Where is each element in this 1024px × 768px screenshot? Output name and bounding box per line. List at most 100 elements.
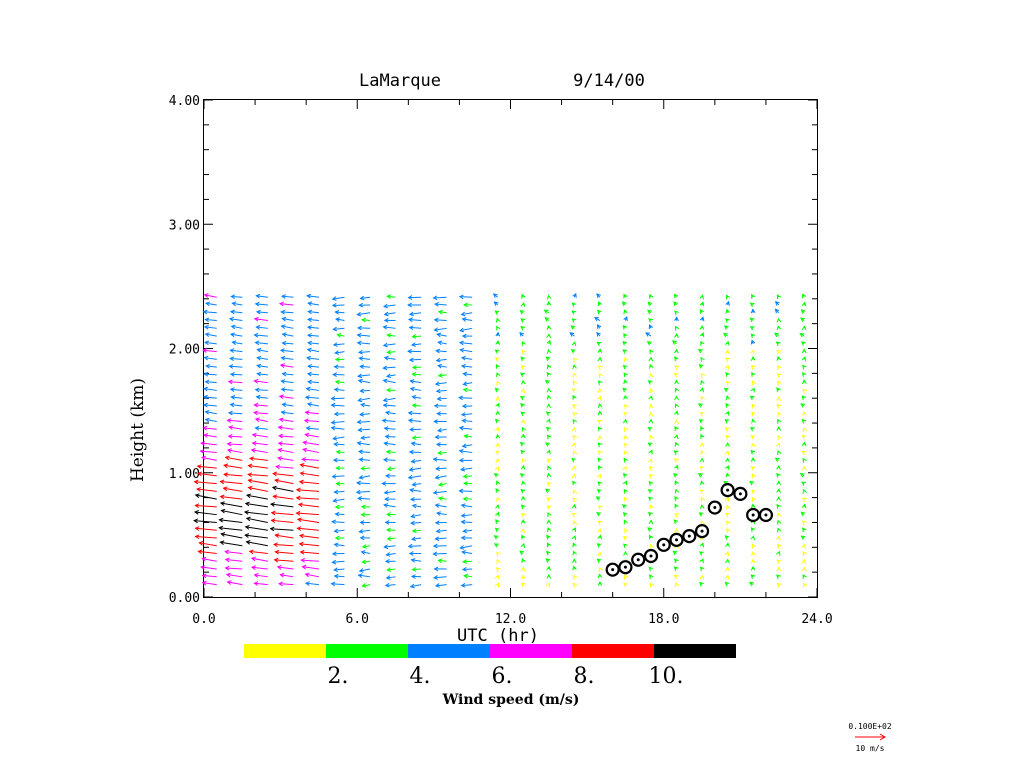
- wind-vector: [333, 436, 345, 440]
- wind-vector-head: [699, 466, 705, 471]
- wind-vector: [409, 451, 422, 454]
- wind-vector: [202, 558, 217, 562]
- wind-vector: [256, 295, 268, 298]
- wind-vector: [438, 341, 447, 345]
- wind-vector-head: [305, 386, 311, 392]
- wind-vector-head: [700, 450, 705, 456]
- wind-vector-head: [436, 332, 442, 338]
- wind-vector-head: [280, 410, 286, 415]
- wind-vector: [277, 566, 294, 570]
- wind-vector-head: [254, 417, 260, 423]
- wind-vector-head: [802, 488, 807, 494]
- wind-vector-head: [546, 418, 551, 424]
- wind-vector-head: [333, 567, 338, 573]
- wind-vector: [333, 343, 345, 346]
- wind-vector: [281, 357, 294, 360]
- wind-vector-head: [800, 535, 806, 540]
- wind-vector-head: [331, 296, 337, 301]
- wind-vector: [307, 403, 320, 407]
- wind-vector: [248, 479, 268, 485]
- wind-vector-head: [306, 333, 312, 338]
- wind-vector-head: [674, 426, 679, 431]
- wind-vector-head: [227, 434, 233, 439]
- wind-vector-head: [674, 379, 679, 385]
- wind-vector-head: [774, 457, 780, 463]
- wind-vector-head: [411, 372, 417, 377]
- wind-vector-head: [434, 434, 440, 440]
- wind-vector-head: [306, 371, 312, 377]
- wind-vector: [412, 529, 422, 532]
- wind-vector-head: [334, 357, 340, 362]
- wind-vector-head: [776, 535, 781, 541]
- wind-vector-head: [333, 441, 339, 447]
- wind-vector: [361, 403, 371, 407]
- wind-vector-head: [495, 340, 501, 345]
- wind-vector-head: [407, 410, 413, 416]
- wind-vector-head: [647, 309, 652, 315]
- wind-vector-head: [335, 449, 341, 455]
- wind-vector-head: [244, 525, 250, 530]
- reference-arrow-head: [879, 733, 886, 741]
- wind-vector-head: [383, 503, 389, 508]
- wind-vector-head: [673, 519, 679, 525]
- wind-vector: [230, 388, 243, 391]
- wind-vector-head: [777, 519, 782, 525]
- wind-vector-head: [202, 309, 208, 315]
- wind-vector-head: [750, 442, 756, 448]
- wind-vector-head: [673, 575, 679, 580]
- wind-vector-head: [295, 510, 301, 516]
- wind-vector-head: [458, 340, 464, 346]
- wind-vector: [300, 551, 319, 555]
- wind-vector: [305, 582, 319, 586]
- wind-vector-head: [495, 488, 500, 493]
- wind-vector-head: [699, 387, 705, 393]
- wind-vector: [297, 518, 320, 523]
- wind-vector: [336, 451, 345, 454]
- wind-vector: [281, 325, 294, 329]
- wind-vector-head: [572, 574, 578, 580]
- wind-vector-head: [253, 316, 259, 322]
- wind-vector-head: [777, 435, 782, 440]
- wind-vector-head: [521, 480, 526, 486]
- wind-vector-head: [495, 442, 501, 448]
- wind-vector-head: [298, 541, 304, 547]
- wind-vector-head: [572, 292, 577, 298]
- wind-vector: [357, 482, 371, 485]
- wind-vector: [384, 312, 396, 315]
- wind-vector: [409, 312, 422, 315]
- wind-vector-head: [673, 293, 679, 299]
- wind-vector: [275, 551, 294, 555]
- reference-arrow-label: 10 m/s: [856, 744, 885, 753]
- wind-vector: [384, 490, 396, 494]
- wind-vector-head: [545, 411, 551, 416]
- wind-vector: [358, 379, 371, 384]
- wind-vector-head: [385, 575, 391, 580]
- wind-vector-head: [520, 325, 526, 331]
- wind-vector: [281, 388, 294, 391]
- wind-vector-head: [776, 425, 782, 431]
- wind-vector-head: [545, 488, 550, 494]
- wind-vector-head: [571, 503, 577, 509]
- wind-vector-head: [459, 347, 465, 353]
- wind-vector-head: [750, 426, 755, 432]
- wind-vector-head: [357, 496, 363, 501]
- wind-vector: [201, 566, 217, 570]
- wind-vector-head: [411, 567, 417, 572]
- wind-vectors: [193, 292, 808, 589]
- wind-vector-head: [597, 520, 603, 526]
- wind-vector: [463, 475, 473, 478]
- wind-vector-head: [204, 379, 210, 385]
- wind-vector-head: [358, 449, 363, 455]
- wind-vector: [459, 342, 473, 345]
- wind-vector-head: [545, 582, 551, 588]
- wind-vector-head: [306, 293, 312, 299]
- wind-vector-head: [572, 558, 577, 564]
- wind-vector-head: [225, 572, 231, 578]
- wind-vector: [357, 442, 371, 446]
- wind-vector: [203, 349, 217, 353]
- wind-vector-head: [750, 449, 756, 455]
- wind-vector-head: [382, 397, 388, 403]
- wind-vector-head: [623, 450, 629, 456]
- wind-vector-head: [674, 333, 679, 338]
- reference-arrow-scale: 0.100E+02: [848, 722, 892, 731]
